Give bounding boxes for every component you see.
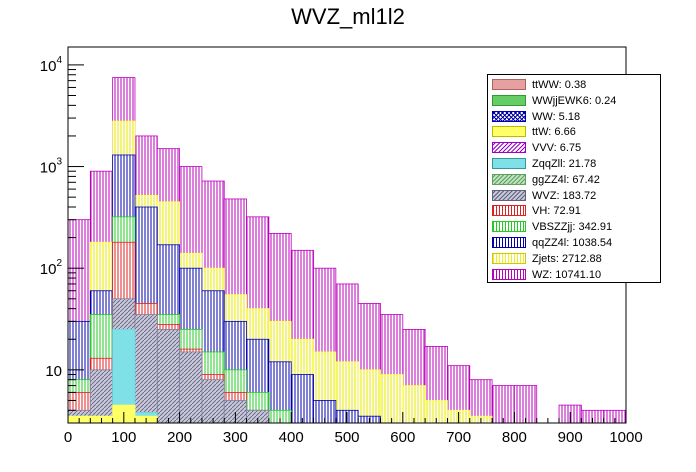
legend-label: WVZ: 183.72: [532, 189, 597, 202]
legend-label: Zjets: 2712.88: [532, 252, 602, 265]
bar-WVZ-bin-3: [134, 314, 158, 423]
legend-swatch: [492, 110, 526, 122]
legend-label: VVV: 6.75: [532, 142, 582, 155]
bar-WVZ-bin-5: [179, 351, 203, 423]
bar-Zjets-bin-15: [402, 385, 426, 423]
x-tick-label: 900: [558, 429, 583, 446]
legend-swatch: [492, 221, 526, 233]
histogram-stack: [68, 77, 626, 423]
legend-label: VBSZZjj: 342.91: [532, 221, 613, 234]
y-tick-label: 10: [45, 363, 62, 380]
bar-WZ-bin-19: [491, 385, 515, 423]
x-tick-label: 300: [223, 429, 248, 446]
legend-item-WW: WW: 5.18: [488, 109, 660, 125]
y-axis: 10 102 103 104: [40, 55, 84, 424]
legend-label: WW: 5.18: [532, 110, 581, 123]
legend-item-VH: VH: 72.91: [488, 203, 660, 219]
legend-item-Zjets: Zjets: 2712.88: [488, 251, 660, 267]
bar-Zjets-bin-14: [380, 374, 404, 423]
legend-swatch: [492, 79, 526, 90]
bar-WVZ-bin-4: [156, 328, 180, 423]
legend-item-WVZ: WVZ: 183.72: [488, 188, 660, 204]
legend-swatch: [492, 189, 526, 201]
legend-swatch: [492, 237, 526, 248]
bar-WVZ-bin-6: [201, 379, 225, 423]
legend-item-ZqqZll: ZqqZll: 21.78: [488, 156, 660, 172]
y-tick-label: 102: [40, 258, 63, 278]
legend-item-qqZZ4l: qqZZ4l: 1038.54: [488, 235, 660, 251]
bar-WVZ-bin-1: [89, 369, 114, 423]
legend-item-WWjjEWK6: WWjjEWK6: 0.24: [488, 93, 660, 109]
x-axis: 0 100 200 300 400 500 600 700 800 900 1000: [64, 412, 643, 446]
legend-item-VBSZZjj: VBSZZjj: 342.91: [488, 219, 660, 235]
legend-label: VH: 72.91: [532, 205, 581, 218]
x-tick-label: 100: [111, 429, 136, 446]
legend-swatch: [492, 126, 526, 138]
legend-item-ttWW: ttWW: 0.38: [488, 77, 660, 93]
legend-label: ttWW: 0.38: [532, 79, 587, 91]
x-tick-label: 800: [502, 429, 527, 446]
bar-WZ-bin-20: [514, 385, 538, 423]
x-tick-label: 500: [334, 429, 359, 446]
bar-Zjets-bin-13: [357, 369, 381, 423]
legend-item-WZ: WZ: 10741.10: [488, 267, 660, 283]
x-tick-label: 400: [279, 429, 304, 446]
legend-swatch: [492, 252, 526, 264]
legend-item-ttW: ttW: 6.66: [488, 124, 660, 140]
legend-label: WWjjEWK6: 0.24: [532, 94, 617, 107]
legend: ttWW: 0.38 WWjjEWK6: 0.24 WW: 5.18 ttW: 6.6…: [487, 74, 661, 283]
chart-title: WVZ_ml1l2: [291, 4, 405, 29]
legend-label: qqZZ4l: 1038.54: [532, 237, 613, 249]
legend-item-ggZZ4l: ggZZ4l: 67.42: [488, 172, 660, 188]
legend-swatch: [492, 142, 526, 154]
x-tick-label: 0: [64, 429, 72, 446]
y-tick-label: 104: [40, 55, 63, 75]
y-tick-label: 103: [40, 157, 63, 177]
legend-label: ttW: 6.66: [532, 126, 576, 139]
legend-label: ggZZ4l: 67.42: [532, 173, 600, 186]
legend-swatch: [492, 268, 526, 280]
legend-swatch: [492, 205, 526, 217]
x-tick-label: 600: [390, 429, 415, 446]
legend-label: WZ: 10741.10: [532, 268, 602, 281]
x-tick-label: 200: [167, 429, 192, 446]
legend-swatch: [492, 173, 526, 185]
x-tick-label: 1000: [609, 429, 642, 446]
legend-label: ZqqZll: 21.78: [532, 158, 597, 170]
legend-swatch: [492, 158, 526, 169]
x-tick-label: 700: [446, 429, 471, 446]
legend-item-VVV: VVV: 6.75: [488, 140, 660, 156]
bar-qqZZ4l-bin-10: [290, 374, 314, 423]
legend-swatch: [492, 94, 526, 106]
